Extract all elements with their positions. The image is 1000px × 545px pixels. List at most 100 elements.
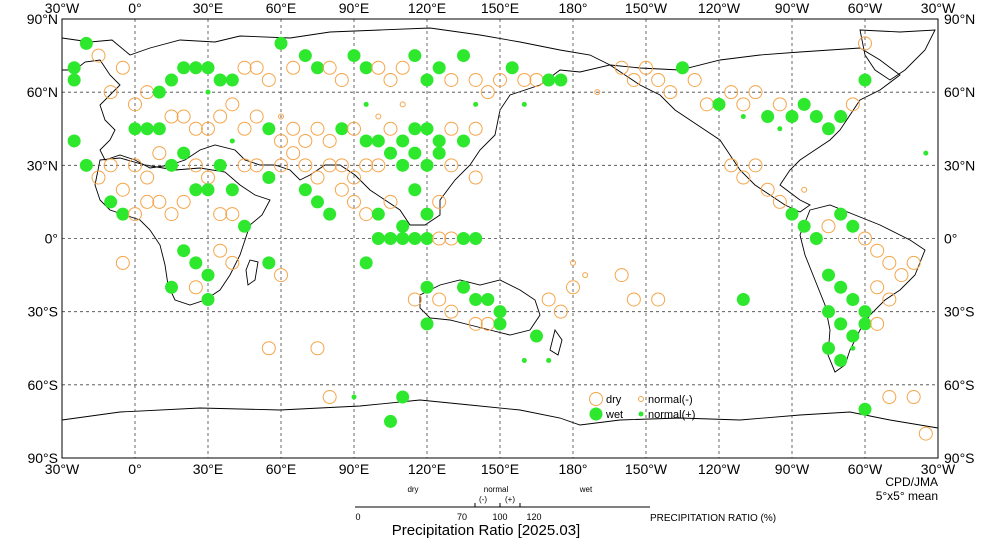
mark-dry [286,121,301,136]
mark-dry [882,292,897,307]
coastlines [61,27,939,429]
mark-dry [176,109,191,124]
mark-dry [334,158,349,173]
grid-note-label: 5°x5° mean [876,489,938,503]
mark-dry [918,426,933,441]
mark-wet [323,207,337,221]
mark-dry [347,170,361,185]
mark-normalplus [363,101,369,107]
mark-normalplus [521,101,527,107]
mark-wet [396,390,410,404]
mark-normalminus [582,272,589,279]
mark-normalplus [473,101,479,107]
mark-dry [517,72,532,87]
mark-wet [371,232,385,245]
mark-dry [395,60,410,75]
mark-dry [237,60,252,75]
mark-wet [761,110,775,124]
mark-dry [188,121,203,136]
mark-wet [834,110,848,124]
mark-wet [104,195,118,209]
lat-label-left: 0° [45,231,58,247]
chart-title: Precipitation Ratio [2025.03] [392,522,580,539]
mark-dry [371,158,386,173]
lat-label-right: 0° [944,231,957,247]
mark-dry [821,219,836,234]
mark-dry [760,182,775,197]
lat-label-right: 90°N [944,11,975,27]
mark-wet [785,110,799,124]
lon-label-top: 60°E [266,0,297,16]
mark-wet [396,134,410,148]
lon-label-top: 30°W [45,0,80,16]
mark-wet [822,341,835,355]
mark-dry [870,316,885,331]
lon-label-bottom: 30°E [193,461,224,477]
mark-dry [468,72,483,87]
mark-dry [115,60,130,75]
mark-wet [834,207,848,221]
mark-dry [614,268,629,283]
mark-wet [165,73,178,87]
mark-wet [67,134,81,148]
mark-dry [298,133,313,148]
scale-plus-label: (+) [505,495,515,504]
mark-dry [468,170,483,185]
mark-dry [91,170,106,185]
mark-dry [213,207,228,222]
mark-dry [614,60,629,75]
mark-dry [274,268,288,283]
mark-wet [67,61,81,75]
mark-dry [736,97,751,112]
mark-wet [177,146,191,160]
mark-wet [165,280,178,294]
mark-normalplus [521,357,527,363]
mark-dry [772,194,787,209]
mark-wet [140,122,154,136]
mark-dry [687,72,702,87]
scale-dry-label: dry [407,485,418,494]
mark-wet [834,317,848,331]
mark-wet [408,49,422,63]
lat-label-left: 60°S [27,377,58,393]
lat-label-right: 60°N [944,84,975,100]
mark-dry [152,194,167,209]
mark-wet [785,207,799,221]
mark-dry [225,255,240,270]
mark-dry [882,390,897,405]
mark-dry [347,194,361,209]
mark-wet [420,122,434,136]
mark-wet [238,219,251,233]
mark-dry [249,109,264,124]
mark-dry [322,60,337,75]
mark-normalplus [777,126,783,132]
mark-wet [481,292,495,306]
mark-dry [298,158,313,173]
mark-wet [189,256,203,270]
lat-label-left: 60°N [27,84,58,100]
mark-dry [103,158,118,173]
mark-wet [128,122,142,136]
mark-dry [626,72,641,87]
mark-wet [79,158,93,172]
mark-dry [274,158,288,173]
mark-dry [322,158,337,173]
lon-label-bottom: 120°E [408,461,446,477]
lat-label-left: 30°S [27,304,58,320]
lon-label-bottom: 90°W [775,461,810,477]
lat-label-right: 30°N [944,157,975,173]
mark-dry [906,255,921,270]
mark-dry [724,158,739,173]
legend-dry-label: dry [606,394,622,406]
mark-wet [797,97,811,111]
scale-axis-title: PRECIPITATION RATIO (%) [650,513,776,524]
mark-wet [420,317,434,331]
mark-wet [177,61,191,75]
coast-south-america [799,204,926,373]
mark-wet [274,36,288,50]
mark-wet [420,73,434,87]
mark-dry [432,231,447,246]
mark-normalplus [351,394,357,400]
mark-dry [213,109,228,124]
mark-wet [432,146,446,160]
